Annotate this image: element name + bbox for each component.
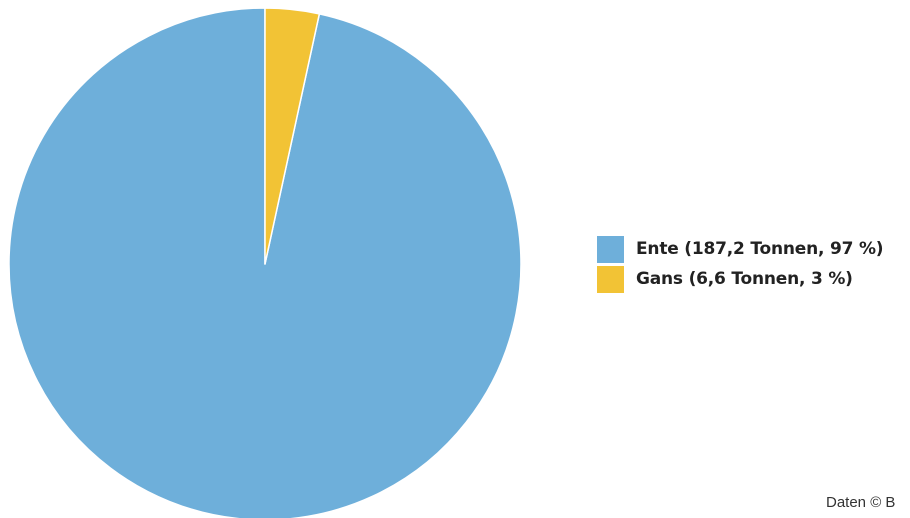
legend: Ente (187,2 Tonnen, 97 %) Gans (6,6 Tonn… [597, 235, 884, 295]
legend-swatch-gans [597, 265, 624, 293]
legend-label-gans: Gans (6,6 Tonnen, 3 %) [636, 269, 853, 289]
legend-label-ente: Ente (187,2 Tonnen, 97 %) [636, 239, 884, 259]
legend-item-gans: Gans (6,6 Tonnen, 3 %) [597, 265, 883, 293]
pie-slice-gans [264, 7, 321, 265]
legend-item-ente: Ente (187,2 Tonnen, 97 %) [597, 235, 884, 263]
source-credit: Daten © B [826, 494, 896, 511]
pie-slice-ente [8, 7, 522, 518]
legend-swatch-ente [597, 235, 624, 263]
